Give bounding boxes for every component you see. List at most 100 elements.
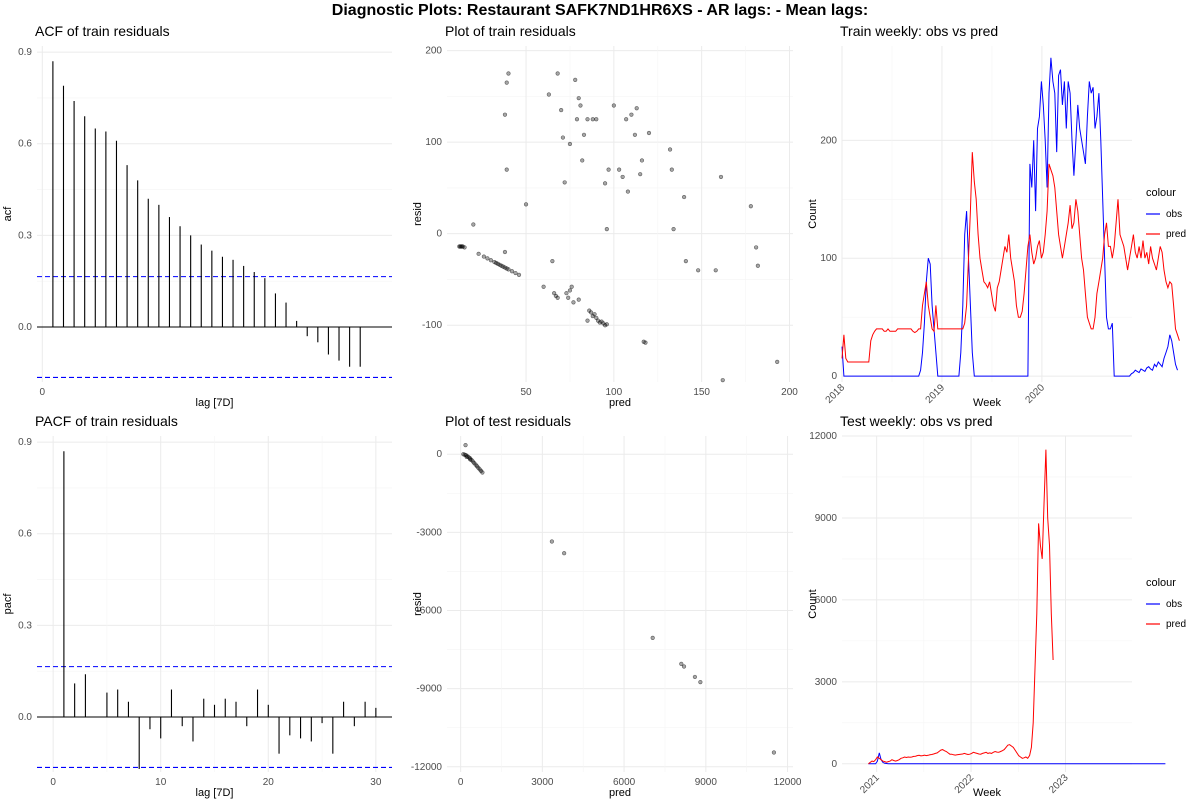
legend-label: pred (1166, 229, 1186, 240)
data-point (559, 107, 564, 113)
x-tick-label: 2018 (824, 382, 848, 406)
y-tick-label: 0.3 (18, 620, 32, 631)
x-tick-label: 0 (458, 777, 464, 788)
y-tick-label: 0 (436, 229, 442, 240)
data-point (624, 117, 629, 122)
data-point (555, 295, 560, 300)
data-point (502, 249, 508, 255)
data-point (504, 167, 509, 172)
data-point (646, 130, 652, 136)
series-line-pred (841, 152, 1180, 363)
data-point (488, 258, 494, 263)
data-point (592, 312, 597, 317)
series-line-obs (841, 57, 1178, 377)
x-tick-label: 50 (520, 387, 532, 398)
data-point (502, 112, 508, 117)
x-tick-label: 2021 (858, 772, 882, 796)
data-point (567, 288, 573, 293)
y-tick-label: -6000 (416, 606, 442, 617)
y-tick-label: -9000 (416, 684, 442, 695)
chart-title: Plot of train residuals (445, 23, 576, 39)
y-tick-label: 0.9 (18, 437, 32, 448)
y-tick-label: -12000 (411, 762, 443, 773)
data-point (463, 443, 468, 448)
y-tick-label: 6000 (815, 595, 838, 606)
data-point (604, 322, 609, 327)
data-point (573, 77, 578, 82)
data-point (516, 272, 522, 277)
data-point (602, 181, 608, 186)
train-residuals-panel: Plot of train residuals -100 0 100 200 50 100 1… (412, 23, 798, 409)
x-tick-label: 30 (370, 777, 382, 788)
y-tick-label: 0.6 (18, 529, 32, 540)
legend-title: colour (1146, 577, 1176, 589)
data-point (606, 167, 611, 172)
y-tick-label: 0.3 (18, 230, 32, 241)
y-tick-label: 12000 (809, 431, 837, 442)
data-point (629, 112, 634, 117)
train-weekly-panel: Train weekly: obs vs pred 0 100 200 2018 2019… (807, 23, 1186, 409)
data-point (604, 227, 609, 232)
x-axis-label: Week (973, 397, 1001, 409)
data-point (576, 96, 581, 101)
chart-title: PACF of train residuals (35, 413, 178, 429)
x-axis-label: lag [7D] (196, 397, 234, 409)
y-tick-label: 100 (820, 253, 837, 264)
chart-title: ACF of train residuals (35, 23, 170, 39)
data-point (504, 80, 509, 85)
x-axis-label: pred (609, 397, 631, 409)
x-axis-label: pred (609, 787, 631, 799)
data-point (692, 674, 698, 680)
x-axis-label: Week (973, 787, 1001, 799)
y-axis-label: resid (412, 592, 424, 616)
x-tick-label: 2019 (924, 382, 948, 406)
data-point (523, 202, 529, 207)
x-axis-label: lag [7D] (196, 787, 234, 799)
data-point (569, 284, 574, 289)
data-point (506, 267, 511, 272)
data-point (571, 300, 576, 305)
data-point (541, 284, 546, 289)
pacf-panel: PACF of train residuals 0.0 0.3 0.6 0.9 0 10 20… (2, 413, 392, 799)
legend-label: pred (1166, 619, 1186, 630)
data-point (775, 359, 780, 364)
data-point (462, 245, 467, 250)
data-point (509, 269, 515, 274)
data-point (698, 680, 703, 685)
y-tick-label: 0 (831, 371, 837, 382)
legend-label: obs (1166, 599, 1182, 610)
data-point (585, 318, 590, 323)
y-tick-label: 0 (831, 759, 837, 770)
x-tick-label: 10 (155, 777, 167, 788)
data-point (480, 470, 485, 475)
x-tick-label: 6000 (613, 777, 636, 788)
y-tick-label: 9000 (815, 513, 838, 524)
data-point (650, 635, 655, 640)
y-tick-label: 0.9 (18, 47, 32, 58)
x-tick-label: 9000 (695, 777, 718, 788)
data-point (574, 117, 580, 122)
data-point (754, 245, 759, 250)
data-point (755, 263, 760, 268)
data-point (464, 454, 469, 459)
data-point (683, 259, 688, 264)
x-tick-label: 100 (606, 387, 623, 398)
y-tick-label: -3000 (416, 527, 442, 538)
data-point (513, 270, 518, 276)
data-point (594, 117, 599, 122)
data-point (550, 259, 555, 264)
data-point (546, 92, 551, 97)
data-point (485, 256, 490, 261)
data-point (580, 158, 585, 163)
y-tick-label: 0.6 (18, 139, 32, 150)
data-point (560, 135, 566, 140)
page-title: Diagnostic Plots: Restaurant SAFK7ND1HR6… (331, 2, 869, 19)
data-point (555, 71, 560, 76)
legend-label: obs (1166, 209, 1182, 220)
data-point (634, 106, 639, 111)
data-point (671, 227, 676, 232)
x-tick-label: 200 (781, 387, 798, 398)
y-axis-label: resid (412, 202, 424, 226)
y-axis-label: Count (807, 589, 819, 618)
